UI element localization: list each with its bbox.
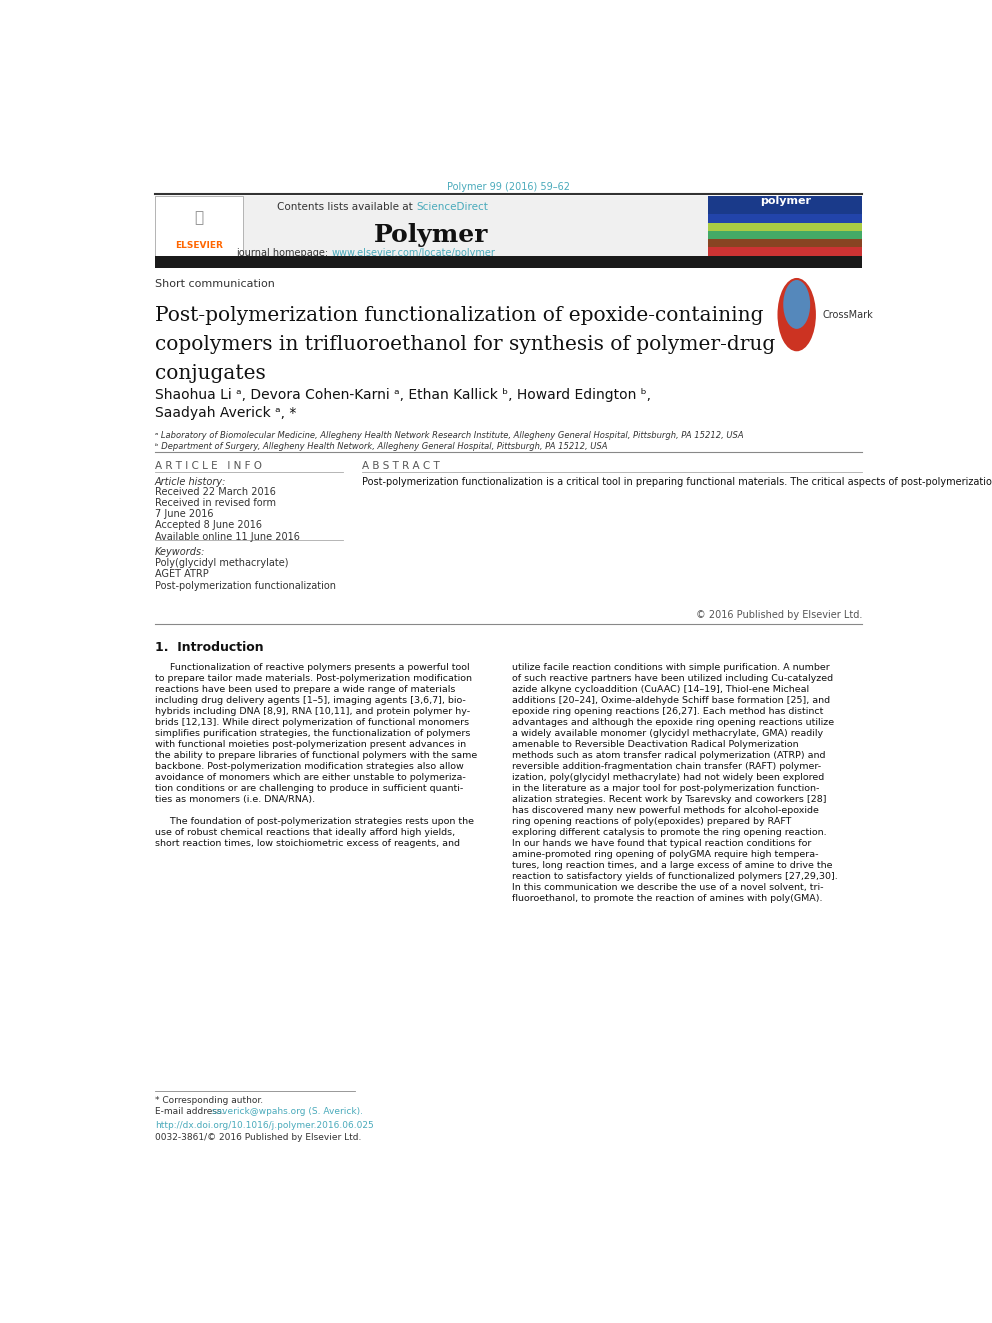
Text: 1.  Introduction: 1. Introduction: [155, 640, 264, 654]
FancyBboxPatch shape: [155, 255, 862, 267]
Text: Contents lists available at: Contents lists available at: [277, 201, 417, 212]
Text: a widely available monomer (glycidyl methacrylate, GMA) readily: a widely available monomer (glycidyl met…: [512, 729, 823, 738]
Text: conjugates: conjugates: [155, 364, 266, 382]
Text: avoidance of monomers which are either unstable to polymeriza-: avoidance of monomers which are either u…: [155, 773, 465, 782]
Text: E-mail address:: E-mail address:: [155, 1107, 227, 1117]
Text: Polymer: Polymer: [374, 224, 489, 247]
Text: of such reactive partners have been utilized including Cu-catalyzed: of such reactive partners have been util…: [512, 673, 833, 683]
Text: ELSEVIER: ELSEVIER: [175, 241, 222, 250]
Text: Saadyah Averick ᵃ, *: Saadyah Averick ᵃ, *: [155, 406, 297, 421]
Text: The foundation of post-polymerization strategies rests upon the: The foundation of post-polymerization st…: [155, 818, 474, 826]
Text: exploring different catalysis to promote the ring opening reaction.: exploring different catalysis to promote…: [512, 828, 827, 837]
Text: Poly(glycidyl methacrylate): Poly(glycidyl methacrylate): [155, 558, 289, 568]
Text: alization strategies. Recent work by Tsarevsky and coworkers [28]: alization strategies. Recent work by Tsa…: [512, 795, 826, 804]
Text: Received 22 March 2016: Received 22 March 2016: [155, 487, 276, 496]
Text: reactions have been used to prepare a wide range of materials: reactions have been used to prepare a wi…: [155, 685, 455, 695]
Text: 7 June 2016: 7 June 2016: [155, 509, 213, 519]
Text: advantages and although the epoxide ring opening reactions utilize: advantages and although the epoxide ring…: [512, 718, 834, 728]
Text: ization, poly(glycidyl methacrylate) had not widely been explored: ization, poly(glycidyl methacrylate) had…: [512, 773, 824, 782]
Text: epoxide ring opening reactions [26,27]. Each method has distinct: epoxide ring opening reactions [26,27]. …: [512, 706, 823, 716]
Text: CrossMark: CrossMark: [822, 310, 873, 320]
Text: the ability to prepare libraries of functional polymers with the same: the ability to prepare libraries of func…: [155, 751, 477, 759]
FancyBboxPatch shape: [708, 238, 862, 247]
Text: reversible addition-fragmentation chain transfer (RAFT) polymer-: reversible addition-fragmentation chain …: [512, 762, 821, 771]
Text: copolymers in trifluoroethanol for synthesis of polymer-drug: copolymers in trifluoroethanol for synth…: [155, 335, 775, 355]
Text: © 2016 Published by Elsevier Ltd.: © 2016 Published by Elsevier Ltd.: [695, 610, 862, 620]
Text: www.elsevier.com/locate/polymer: www.elsevier.com/locate/polymer: [331, 249, 495, 258]
Text: Post-polymerization functionalization is a critical tool in preparing functional: Post-polymerization functionalization is…: [362, 476, 992, 487]
Text: amenable to Reversible Deactivation Radical Polymerization: amenable to Reversible Deactivation Radi…: [512, 740, 799, 749]
Text: ring opening reactions of poly(epoxides) prepared by RAFT: ring opening reactions of poly(epoxides)…: [512, 818, 792, 826]
Text: utilize facile reaction conditions with simple purification. A number: utilize facile reaction conditions with …: [512, 663, 830, 672]
Text: ᵇ Department of Surgery, Allegheny Health Network, Allegheny General Hospital, P: ᵇ Department of Surgery, Allegheny Healt…: [155, 442, 607, 451]
Text: A B S T R A C T: A B S T R A C T: [362, 462, 440, 471]
Text: hybrids including DNA [8,9], RNA [10,11], and protein polymer hy-: hybrids including DNA [8,9], RNA [10,11]…: [155, 706, 470, 716]
Text: http://dx.doi.org/10.1016/j.polymer.2016.06.025: http://dx.doi.org/10.1016/j.polymer.2016…: [155, 1122, 374, 1130]
Ellipse shape: [784, 280, 810, 329]
Text: to prepare tailor made materials. Post-polymerization modification: to prepare tailor made materials. Post-p…: [155, 673, 472, 683]
Text: Polymer 99 (2016) 59–62: Polymer 99 (2016) 59–62: [447, 183, 569, 192]
Text: including drug delivery agents [1–5], imaging agents [3,6,7], bio-: including drug delivery agents [1–5], im…: [155, 696, 465, 705]
Text: ScienceDirect: ScienceDirect: [417, 201, 488, 212]
FancyBboxPatch shape: [708, 246, 862, 255]
Text: Post-polymerization functionalization of epoxide-containing: Post-polymerization functionalization of…: [155, 307, 763, 325]
Text: * Corresponding author.: * Corresponding author.: [155, 1095, 263, 1105]
Text: polymer: polymer: [760, 196, 810, 206]
Text: tures, long reaction times, and a large excess of amine to drive the: tures, long reaction times, and a large …: [512, 861, 832, 871]
Text: ᵃ Laboratory of Biomolecular Medicine, Allegheny Health Network Research Institu: ᵃ Laboratory of Biomolecular Medicine, A…: [155, 431, 743, 439]
Text: has discovered many new powerful methods for alcohol-epoxide: has discovered many new powerful methods…: [512, 806, 819, 815]
FancyBboxPatch shape: [155, 196, 243, 255]
Text: tion conditions or are challenging to produce in sufficient quanti-: tion conditions or are challenging to pr…: [155, 785, 463, 792]
FancyBboxPatch shape: [155, 196, 708, 255]
Text: 0032-3861/© 2016 Published by Elsevier Ltd.: 0032-3861/© 2016 Published by Elsevier L…: [155, 1132, 361, 1142]
Text: ties as monomers (i.e. DNA/RNA).: ties as monomers (i.e. DNA/RNA).: [155, 795, 314, 804]
Text: journal homepage:: journal homepage:: [236, 249, 331, 258]
Text: AGET ATRP: AGET ATRP: [155, 569, 208, 579]
Text: use of robust chemical reactions that ideally afford high yields,: use of robust chemical reactions that id…: [155, 828, 455, 837]
Text: reaction to satisfactory yields of functionalized polymers [27,29,30].: reaction to satisfactory yields of funct…: [512, 872, 838, 881]
Text: Keywords:: Keywords:: [155, 546, 205, 557]
Text: In our hands we have found that typical reaction conditions for: In our hands we have found that typical …: [512, 839, 811, 848]
Text: Received in revised form: Received in revised form: [155, 497, 276, 508]
Text: azide alkyne cycloaddition (CuAAC) [14–19], Thiol-ene Micheal: azide alkyne cycloaddition (CuAAC) [14–1…: [512, 685, 809, 695]
Text: In this communication we describe the use of a novel solvent, tri-: In this communication we describe the us…: [512, 882, 823, 892]
FancyBboxPatch shape: [708, 222, 862, 232]
Text: simplifies purification strategies, the functionalization of polymers: simplifies purification strategies, the …: [155, 729, 470, 738]
Text: methods such as atom transfer radical polymerization (ATRP) and: methods such as atom transfer radical po…: [512, 751, 825, 759]
Text: in the literature as a major tool for post-polymerization function-: in the literature as a major tool for po…: [512, 785, 819, 792]
Text: Accepted 8 June 2016: Accepted 8 June 2016: [155, 520, 262, 531]
Text: brids [12,13]. While direct polymerization of functional monomers: brids [12,13]. While direct polymerizati…: [155, 718, 469, 728]
FancyBboxPatch shape: [708, 196, 862, 214]
Text: 🌳: 🌳: [194, 209, 203, 225]
Text: A R T I C L E   I N F O: A R T I C L E I N F O: [155, 462, 262, 471]
FancyBboxPatch shape: [708, 196, 862, 255]
Text: fluoroethanol, to promote the reaction of amines with poly(GMA).: fluoroethanol, to promote the reaction o…: [512, 894, 822, 904]
Text: saverick@wpahs.org (S. Averick).: saverick@wpahs.org (S. Averick).: [212, 1107, 363, 1117]
Text: Shaohua Li ᵃ, Devora Cohen-Karni ᵃ, Ethan Kallick ᵇ, Howard Edington ᵇ,: Shaohua Li ᵃ, Devora Cohen-Karni ᵃ, Etha…: [155, 388, 651, 402]
FancyBboxPatch shape: [708, 230, 862, 239]
Text: Post-polymerization functionalization: Post-polymerization functionalization: [155, 581, 335, 590]
Text: Article history:: Article history:: [155, 476, 226, 487]
Text: backbone. Post-polymerization modification strategies also allow: backbone. Post-polymerization modificati…: [155, 762, 463, 771]
Text: Available online 11 June 2016: Available online 11 June 2016: [155, 532, 300, 541]
Text: Short communication: Short communication: [155, 279, 275, 288]
Ellipse shape: [778, 278, 815, 352]
Text: short reaction times, low stoichiometric excess of reagents, and: short reaction times, low stoichiometric…: [155, 839, 459, 848]
Text: with functional moieties post-polymerization present advances in: with functional moieties post-polymeriza…: [155, 740, 466, 749]
Text: amine-promoted ring opening of polyGMA require high tempera-: amine-promoted ring opening of polyGMA r…: [512, 851, 818, 859]
Text: Functionalization of reactive polymers presents a powerful tool: Functionalization of reactive polymers p…: [155, 663, 469, 672]
Text: additions [20–24], Oxime-aldehyde Schiff base formation [25], and: additions [20–24], Oxime-aldehyde Schiff…: [512, 696, 830, 705]
FancyBboxPatch shape: [708, 214, 862, 224]
